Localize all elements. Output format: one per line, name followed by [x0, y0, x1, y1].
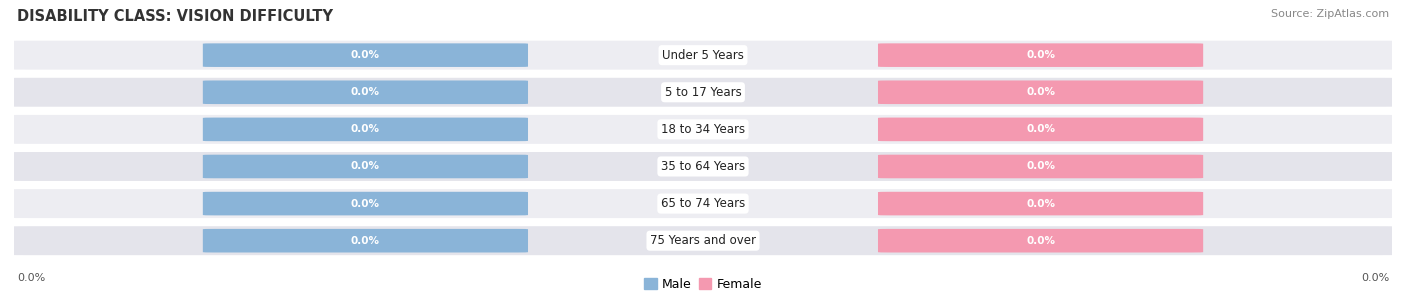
Text: 0.0%: 0.0%	[1026, 124, 1054, 135]
Text: Source: ZipAtlas.com: Source: ZipAtlas.com	[1271, 9, 1389, 19]
Legend: Male, Female: Male, Female	[640, 273, 766, 296]
FancyBboxPatch shape	[202, 117, 529, 141]
Text: 0.0%: 0.0%	[352, 50, 380, 60]
Text: 0.0%: 0.0%	[17, 273, 45, 282]
Text: Under 5 Years: Under 5 Years	[662, 49, 744, 62]
FancyBboxPatch shape	[0, 189, 1406, 218]
Text: 0.0%: 0.0%	[352, 161, 380, 171]
FancyBboxPatch shape	[202, 43, 529, 67]
FancyBboxPatch shape	[877, 43, 1204, 67]
FancyBboxPatch shape	[877, 117, 1204, 141]
FancyBboxPatch shape	[0, 41, 1406, 70]
FancyBboxPatch shape	[877, 229, 1204, 253]
FancyBboxPatch shape	[0, 226, 1406, 255]
FancyBboxPatch shape	[202, 229, 529, 253]
FancyBboxPatch shape	[0, 78, 1406, 107]
Text: 0.0%: 0.0%	[352, 236, 380, 246]
Text: 0.0%: 0.0%	[1026, 236, 1054, 246]
Text: 0.0%: 0.0%	[352, 124, 380, 135]
Text: 0.0%: 0.0%	[352, 199, 380, 209]
FancyBboxPatch shape	[202, 192, 529, 215]
Text: 0.0%: 0.0%	[1026, 87, 1054, 97]
Text: 18 to 34 Years: 18 to 34 Years	[661, 123, 745, 136]
Text: DISABILITY CLASS: VISION DIFFICULTY: DISABILITY CLASS: VISION DIFFICULTY	[17, 9, 333, 24]
Text: 0.0%: 0.0%	[1026, 50, 1054, 60]
Text: 0.0%: 0.0%	[1026, 161, 1054, 171]
FancyBboxPatch shape	[202, 155, 529, 178]
Text: 0.0%: 0.0%	[1361, 273, 1389, 282]
FancyBboxPatch shape	[0, 115, 1406, 144]
FancyBboxPatch shape	[877, 192, 1204, 215]
Text: 75 Years and over: 75 Years and over	[650, 234, 756, 247]
FancyBboxPatch shape	[877, 81, 1204, 104]
Text: 5 to 17 Years: 5 to 17 Years	[665, 86, 741, 99]
FancyBboxPatch shape	[0, 152, 1406, 181]
Text: 35 to 64 Years: 35 to 64 Years	[661, 160, 745, 173]
Text: 0.0%: 0.0%	[352, 87, 380, 97]
Text: 65 to 74 Years: 65 to 74 Years	[661, 197, 745, 210]
FancyBboxPatch shape	[877, 155, 1204, 178]
Text: 0.0%: 0.0%	[1026, 199, 1054, 209]
FancyBboxPatch shape	[202, 81, 529, 104]
